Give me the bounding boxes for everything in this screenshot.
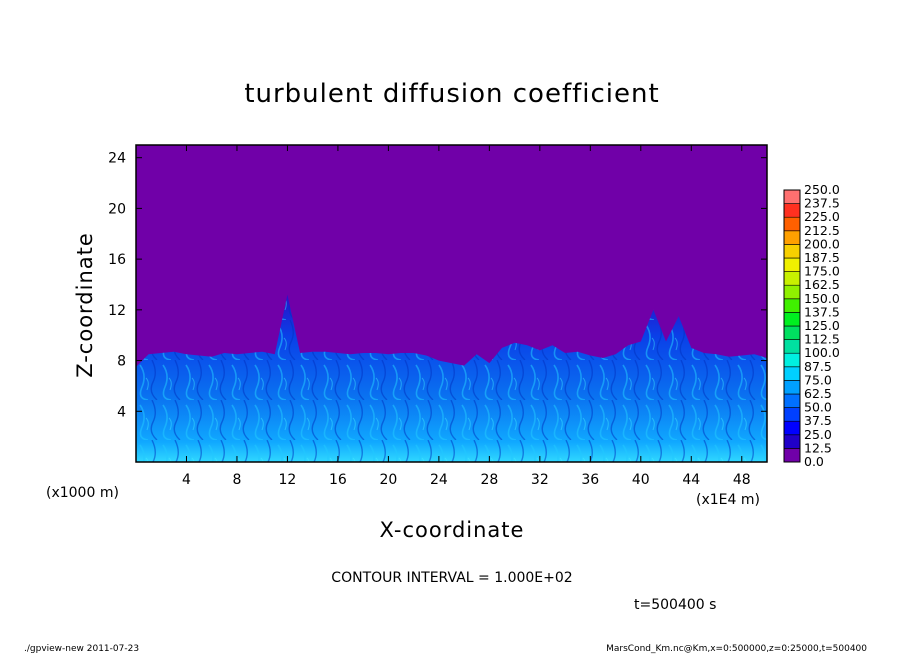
colorbar-swatch: [783, 312, 801, 327]
colorbar-swatch: [783, 420, 801, 436]
footer-left: ./gpview-new 2011-07-23: [24, 644, 139, 654]
colorbar-swatch: [783, 298, 801, 313]
colorbar-level-label: 37.5: [804, 413, 832, 428]
colorbar-swatch: [783, 380, 801, 395]
x-tick-label: 8: [232, 472, 241, 488]
footer-right: MarsCond_Km.nc@Km,x=0:500000,z=0:25000,t…: [606, 644, 867, 654]
x-axis-label: X-coordinate: [380, 518, 525, 542]
colorbar-swatch: [783, 325, 801, 340]
colorbar-swatch: [783, 393, 801, 408]
y-tick-label: 20: [108, 201, 126, 217]
time-label: t=500400 s: [634, 597, 716, 613]
colorbar-swatch: [783, 366, 801, 381]
y-unit-label: (x1000 m): [46, 485, 119, 501]
colorbar-swatch: [783, 230, 801, 245]
turbulent-streaks: [136, 294, 767, 462]
colorbar-level-label: 100.0: [804, 345, 840, 360]
colorbar-level-label: 75.0: [804, 372, 832, 387]
colorbar-level-label: 162.5: [804, 277, 840, 292]
x-tick-label: 20: [379, 472, 397, 488]
colorbar-level-label: 87.5: [804, 359, 832, 374]
x-tick-label: 12: [279, 472, 297, 488]
x-tick-label: 36: [581, 472, 599, 488]
y-tick-label: 8: [117, 354, 126, 370]
colorbar-swatch: [783, 203, 801, 218]
colorbar-level-label: 187.5: [804, 250, 840, 265]
colorbar-swatch: [783, 339, 801, 354]
colorbar-level-label: 212.5: [804, 223, 840, 238]
x-tick-label: 4: [182, 472, 191, 488]
chart-title: turbulent diffusion coefficient: [244, 79, 659, 109]
colorbar-level-label: 12.5: [804, 440, 832, 455]
y-tick-label: 24: [108, 151, 126, 167]
colorbar-level-label: 225.0: [804, 209, 840, 224]
colorbar-level-label: 62.5: [804, 386, 832, 401]
y-axis-label: Z-coordinate: [73, 232, 97, 378]
colorbar-swatch: [783, 407, 801, 422]
y-tick-label: 4: [117, 404, 126, 420]
colorbar-frame: [783, 189, 801, 463]
x-tick-label: 40: [632, 472, 650, 488]
x-tick-label: 28: [480, 472, 498, 488]
colorbar-level-label: 112.5: [804, 332, 840, 347]
plot-frame: [135, 144, 768, 463]
colorbar-level-label: 0.0: [804, 454, 824, 469]
colorbar-level-label: 200.0: [804, 236, 840, 251]
colorbar-level-label: 150.0: [804, 291, 840, 306]
colorbar-level-label: 237.5: [804, 196, 840, 211]
contour-interval: CONTOUR INTERVAL = 1.000E+02: [331, 570, 572, 586]
x-tick-label: 32: [531, 472, 549, 488]
colorbar-level-label: 125.0: [804, 318, 840, 333]
colorbar: 0.012.525.037.550.062.575.087.5100.0112.…: [783, 182, 840, 469]
x-tick-label: 16: [329, 472, 347, 488]
x-tick-label: 24: [430, 472, 448, 488]
colorbar-swatch: [783, 352, 801, 368]
x-unit-label: (x1E4 m): [696, 492, 760, 508]
y-tick-label: 12: [108, 303, 126, 319]
colorbar-swatch: [783, 216, 801, 232]
colorbar-swatch: [783, 257, 801, 272]
colorbar-swatch: [783, 189, 801, 204]
colorbar-level-label: 25.0: [804, 427, 832, 442]
colorbar-level-label: 137.5: [804, 304, 840, 319]
colorbar-swatch: [783, 271, 801, 286]
y-tick-label: 16: [108, 252, 126, 268]
y-ticks: 4 8 12 16 20 24: [108, 151, 767, 420]
colorbar-swatch: [783, 434, 801, 449]
colorbar-swatch: [783, 284, 801, 300]
colorbar-level-label: 250.0: [804, 182, 840, 197]
x-tick-label: 44: [682, 472, 700, 488]
colorbar-level-label: 175.0: [804, 264, 840, 279]
colorbar-swatch: [783, 244, 801, 259]
x-tick-label: 48: [733, 472, 751, 488]
colorbar-level-label: 50.0: [804, 400, 832, 415]
colorbar-swatch: [783, 448, 801, 463]
x-ticks: 4 8 12 16 20 24 28 32 36 40 44 48: [182, 145, 751, 488]
